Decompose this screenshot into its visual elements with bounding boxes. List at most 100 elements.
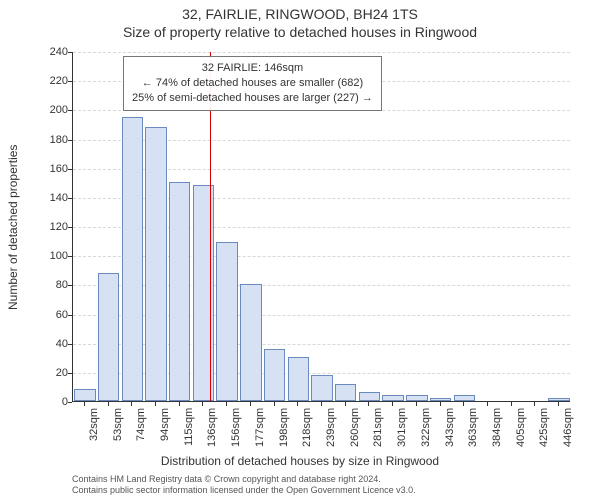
x-tick-mark: [274, 402, 275, 406]
x-tick-mark: [179, 402, 180, 406]
y-tick-label: 40: [28, 338, 68, 350]
y-tick-label: 0: [28, 396, 68, 408]
x-tick-mark: [84, 402, 85, 406]
x-tick-label: 425sqm: [538, 408, 550, 447]
histogram-bar: [454, 395, 475, 401]
y-tick-mark: [68, 256, 72, 257]
y-tick-mark: [68, 140, 72, 141]
y-tick-mark: [68, 169, 72, 170]
x-tick-mark: [558, 402, 559, 406]
y-tick-mark: [68, 315, 72, 316]
x-tick-mark: [297, 402, 298, 406]
histogram-bar: [216, 242, 237, 401]
x-tick-label: 115sqm: [183, 408, 195, 446]
y-axis-label: Number of detached properties: [6, 144, 20, 309]
x-tick-mark: [392, 402, 393, 406]
x-tick-label: 32sqm: [88, 408, 100, 441]
y-tick-mark: [68, 52, 72, 53]
histogram-bar: [311, 375, 332, 401]
x-tick-label: 446sqm: [562, 408, 574, 447]
y-tick-label: 160: [28, 163, 68, 175]
annotation-line-2: ← 74% of detached houses are smaller (68…: [132, 76, 373, 91]
histogram-bar: [288, 357, 309, 401]
annotation-box: 32 FAIRLIE: 146sqm ← 74% of detached hou…: [123, 56, 382, 111]
y-tick-mark: [68, 81, 72, 82]
plot-area: 32 FAIRLIE: 146sqm ← 74% of detached hou…: [72, 52, 570, 402]
credits-line-1: Contains HM Land Registry data © Crown c…: [72, 474, 588, 485]
y-tick-mark: [68, 402, 72, 403]
x-tick-label: 239sqm: [325, 408, 337, 447]
x-tick-mark: [534, 402, 535, 406]
x-axis-label: Distribution of detached houses by size …: [0, 454, 600, 468]
x-tick-label: 156sqm: [230, 408, 242, 447]
y-tick-label: 200: [28, 104, 68, 116]
x-tick-label: 343sqm: [444, 408, 456, 447]
y-tick-label: 100: [28, 250, 68, 262]
histogram-bar: [382, 395, 403, 401]
histogram-bar: [264, 349, 285, 402]
histogram-bar: [74, 389, 95, 401]
x-tick-label: 94sqm: [159, 408, 171, 441]
credits: Contains HM Land Registry data © Crown c…: [72, 474, 588, 496]
histogram-bar: [145, 127, 166, 401]
x-tick-label: 363sqm: [467, 408, 479, 447]
x-tick-label: 322sqm: [420, 408, 432, 447]
x-tick-label: 136sqm: [206, 408, 218, 447]
credits-line-2: Contains public sector information licen…: [72, 485, 588, 496]
y-tick-mark: [68, 344, 72, 345]
x-tick-mark: [511, 402, 512, 406]
histogram-bar: [430, 398, 451, 401]
x-tick-label: 53sqm: [112, 408, 124, 441]
title-block: 32, FAIRLIE, RINGWOOD, BH24 1TS Size of …: [0, 0, 600, 40]
x-tick-label: 218sqm: [301, 408, 313, 447]
x-tick-mark: [345, 402, 346, 406]
chart-title-main: 32, FAIRLIE, RINGWOOD, BH24 1TS: [0, 6, 600, 22]
x-tick-mark: [440, 402, 441, 406]
x-tick-label: 198sqm: [278, 408, 290, 447]
y-tick-label: 60: [28, 309, 68, 321]
x-tick-mark: [487, 402, 488, 406]
x-tick-mark: [368, 402, 369, 406]
y-tick-mark: [68, 198, 72, 199]
histogram-bar: [122, 117, 143, 401]
x-tick-mark: [155, 402, 156, 406]
annotation-line-1: 32 FAIRLIE: 146sqm: [132, 61, 373, 76]
x-tick-label: 405sqm: [515, 408, 527, 447]
x-tick-mark: [202, 402, 203, 406]
x-tick-label: 281sqm: [372, 408, 384, 447]
x-tick-mark: [108, 402, 109, 406]
gridline: [73, 52, 570, 53]
y-tick-mark: [68, 227, 72, 228]
x-tick-label: 74sqm: [135, 408, 147, 441]
histogram-bar: [548, 398, 569, 401]
y-tick-label: 120: [28, 221, 68, 233]
y-tick-label: 240: [28, 46, 68, 58]
x-tick-mark: [250, 402, 251, 406]
histogram-bar: [169, 182, 190, 401]
x-tick-label: 384sqm: [491, 408, 503, 447]
x-tick-mark: [226, 402, 227, 406]
histogram-bar: [335, 384, 356, 402]
histogram-bar: [406, 395, 427, 401]
x-tick-label: 301sqm: [396, 408, 408, 447]
y-tick-mark: [68, 373, 72, 374]
chart-title-sub: Size of property relative to detached ho…: [0, 24, 600, 40]
y-tick-mark: [68, 285, 72, 286]
y-tick-label: 20: [28, 367, 68, 379]
x-tick-mark: [463, 402, 464, 406]
annotation-line-3: 25% of semi-detached houses are larger (…: [132, 91, 373, 106]
y-tick-label: 180: [28, 134, 68, 146]
y-tick-mark: [68, 110, 72, 111]
x-tick-label: 177sqm: [254, 408, 266, 447]
x-tick-mark: [131, 402, 132, 406]
histogram-bar: [240, 284, 261, 401]
chart-container: 32, FAIRLIE, RINGWOOD, BH24 1TS Size of …: [0, 0, 600, 500]
y-tick-label: 220: [28, 75, 68, 87]
histogram-bar: [359, 392, 380, 401]
x-tick-mark: [416, 402, 417, 406]
histogram-bar: [98, 273, 119, 401]
y-tick-label: 140: [28, 192, 68, 204]
x-tick-mark: [321, 402, 322, 406]
y-tick-label: 80: [28, 279, 68, 291]
x-tick-label: 260sqm: [349, 408, 361, 447]
